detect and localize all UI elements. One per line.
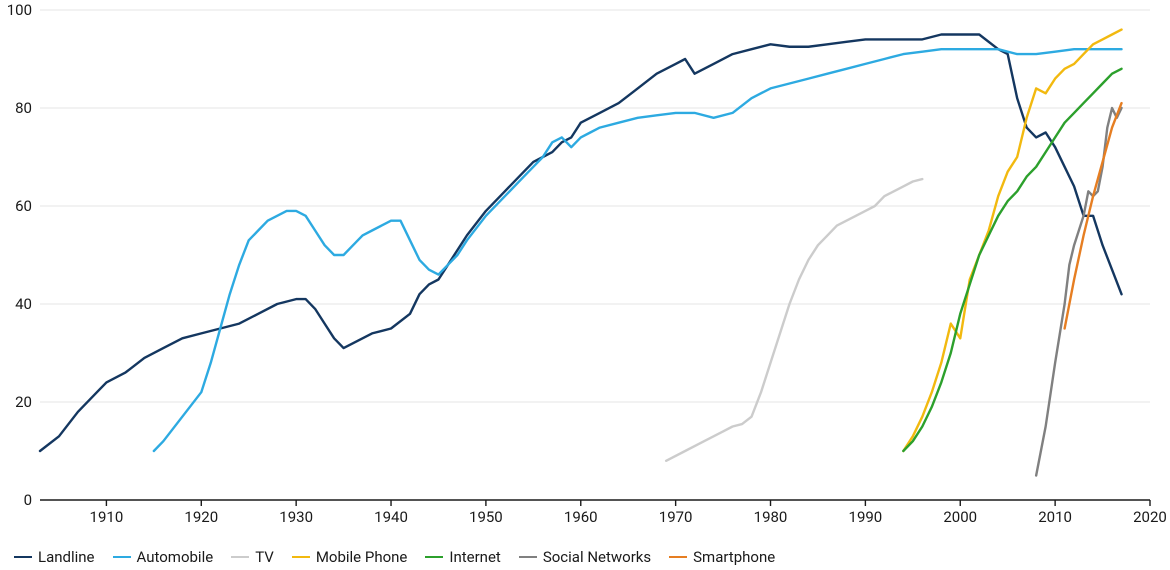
y-tick-label: 40 <box>15 295 32 313</box>
legend-label: Mobile Phone <box>316 548 408 566</box>
chart-container: 0 20 40 60 80 100 1910 1920 1930 1940 1950 1960 1970… <box>0 0 1170 570</box>
y-tick-label: 100 <box>7 1 32 19</box>
x-tick-label: 1910 <box>90 508 124 526</box>
x-tick-label: 1970 <box>659 508 693 526</box>
legend-item-smartphone: Smartphone <box>669 548 775 566</box>
legend-label: TV <box>255 548 274 566</box>
y-tick-label: 20 <box>15 393 32 411</box>
legend-label: Social Networks <box>543 548 651 566</box>
x-tick-label: 1930 <box>279 508 313 526</box>
legend-label: Automobile <box>137 548 214 566</box>
y-tick-label: 0 <box>24 491 32 509</box>
y-tick-label: 60 <box>15 197 32 215</box>
line-chart: 0 20 40 60 80 100 1910 1920 1930 1940 1950 1960 1970… <box>0 0 1170 530</box>
legend-item-social-networks: Social Networks <box>519 548 651 566</box>
legend-label: Smartphone <box>693 548 775 566</box>
legend-swatch <box>113 556 131 558</box>
x-tick-label: 1920 <box>184 508 218 526</box>
legend-swatch <box>231 556 249 558</box>
legend-item-mobile-phone: Mobile Phone <box>292 548 408 566</box>
legend-swatch <box>14 556 32 558</box>
legend-swatch <box>669 556 687 558</box>
x-tick-label: 1960 <box>564 508 598 526</box>
x-tick-label: 1990 <box>849 508 883 526</box>
x-tick-label: 1940 <box>374 508 408 526</box>
legend-item-tv: TV <box>231 548 274 566</box>
x-tick-label: 1980 <box>754 508 788 526</box>
x-tick-label: 2020 <box>1133 508 1167 526</box>
legend-item-landline: Landline <box>14 548 95 566</box>
legend-item-automobile: Automobile <box>113 548 214 566</box>
x-tick-label: 1950 <box>469 508 503 526</box>
legend-label: Landline <box>38 548 95 566</box>
x-tick-label: 2000 <box>943 508 977 526</box>
legend-swatch <box>425 556 443 558</box>
legend: Landline Automobile TV Mobile Phone Internet… <box>10 548 775 566</box>
legend-label: Internet <box>449 548 500 566</box>
legend-swatch <box>292 556 310 558</box>
legend-item-internet: Internet <box>425 548 500 566</box>
legend-swatch <box>519 556 537 558</box>
x-tick-label: 2010 <box>1038 508 1072 526</box>
y-tick-label: 80 <box>15 99 32 117</box>
